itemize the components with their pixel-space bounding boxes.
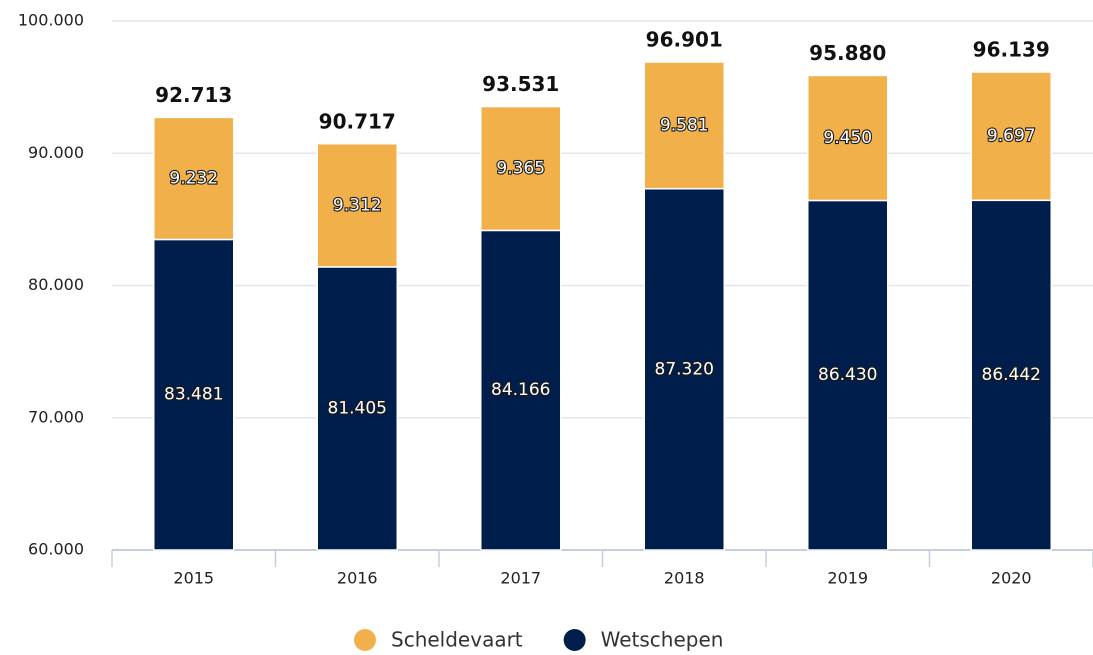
bar-segment [153,238,235,551]
segment-label: 9.365 [496,158,545,178]
bar-segment [316,266,398,551]
legend-marker [354,629,376,651]
segment-label: 9.697 [987,126,1036,146]
x-tick-label: 2018 [664,569,705,588]
x-tick-label: 2016 [337,569,378,588]
bar-segment [316,143,398,268]
y-tick-label: 60.000 [28,540,84,559]
segment-label: 84.166 [491,380,550,400]
legend-label: Wetschepen [601,628,724,652]
bar-segment [807,74,889,202]
total-label: 95.880 [809,41,886,65]
segment-label: 9.312 [333,195,382,215]
bar-segment [970,71,1052,202]
y-tick-label: 70.000 [28,407,84,426]
segment-label: 9.450 [823,128,872,148]
legend-marker [563,629,586,651]
bar-segment [807,199,889,551]
y-tick-label: 90.000 [28,143,84,162]
y-tick-label: 100.000 [18,11,84,30]
total-label: 90.717 [319,109,396,133]
bar-segment [970,199,1052,551]
y-tick-label: 80.000 [28,275,84,294]
x-tick-label: 2017 [500,569,541,588]
segment-label: 9.581 [660,115,709,135]
bar-segment [480,229,562,551]
x-tick-label: 2015 [173,569,214,588]
segment-label: 87.320 [655,359,714,379]
segment-label: 81.405 [328,398,387,418]
bar-segment [153,116,235,241]
total-label: 92.713 [155,83,232,107]
legend-label: Scheldevaart [391,628,523,652]
total-label: 96.901 [646,27,723,51]
total-label: 96.139 [973,38,1050,62]
x-tick-label: 2019 [827,569,868,588]
segment-label: 86.442 [982,365,1041,385]
total-label: 93.531 [482,72,559,96]
x-tick-label: 2020 [991,569,1032,588]
segment-label: 86.430 [818,365,877,385]
segment-label: 83.481 [164,385,223,405]
bar-segment [480,105,562,232]
bar-segment [643,61,725,190]
segment-label: 9.232 [169,168,218,188]
